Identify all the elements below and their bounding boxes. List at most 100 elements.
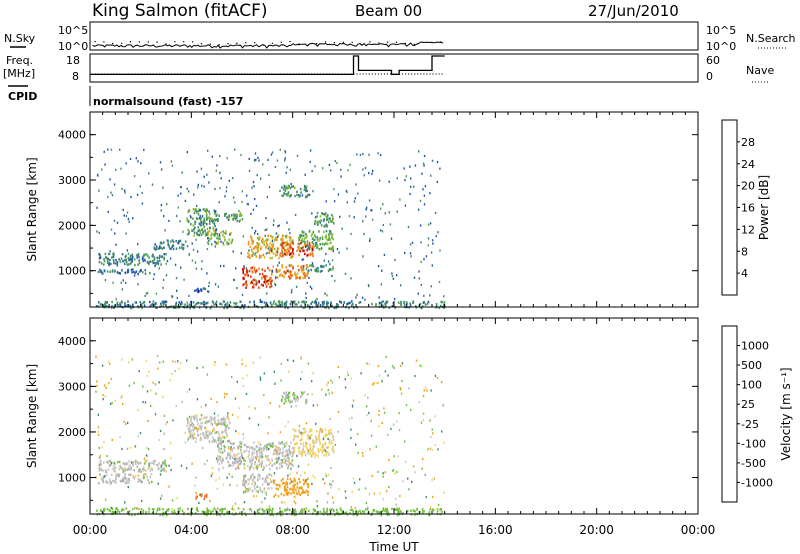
power-panel-noise-cell — [175, 214, 178, 218]
power-panel-noise-cell — [254, 253, 256, 256]
velocity-panel-cell — [105, 473, 108, 476]
velocity-panel-noise-cell — [330, 483, 333, 486]
power-panel-cell — [194, 226, 196, 229]
velocity-panel-noise-cell — [121, 447, 123, 451]
velocity-panel-cell — [298, 449, 300, 453]
power-panel-cell — [258, 280, 260, 284]
velocity-panel-cell — [269, 513, 271, 517]
velocity-panel-cell — [248, 489, 250, 492]
velocity-panel-cell — [257, 475, 260, 478]
velocity-panel-cell — [242, 508, 245, 511]
power-panel-cell — [214, 224, 216, 228]
velocity-panel-cell — [196, 419, 198, 422]
velocity-panel-cell — [284, 486, 286, 489]
power-panel-noise-cell — [262, 163, 264, 166]
velocity-panel-cell — [245, 449, 248, 452]
velocity-panel-cell — [366, 508, 369, 511]
power-panel-cell — [265, 285, 268, 288]
power-panel-cell — [284, 189, 287, 193]
velocity-panel-cell — [305, 398, 308, 402]
power-panel-noise-cell — [228, 179, 230, 182]
velocity-panel-cell — [281, 510, 284, 514]
power-panel-cell — [227, 242, 229, 245]
velocity-panel-cell — [259, 507, 261, 511]
velocity-panel-noise-cell — [174, 360, 176, 363]
power-panel-cell — [234, 217, 237, 221]
power-panel-noise-cell — [356, 293, 358, 296]
velocity-panel-cell — [117, 473, 120, 476]
velocity-panel-cell — [205, 493, 208, 496]
power-panel-cell — [141, 306, 143, 310]
power-panel-noise-cell — [283, 184, 285, 187]
velocity-panel-cell — [126, 479, 129, 482]
velocity-panel-cell — [268, 458, 270, 462]
velocity-panel-cell — [228, 453, 230, 457]
velocity-panel-cell — [213, 428, 216, 431]
velocity-panel-noise-cell — [103, 440, 105, 444]
power-panel-noise-cell — [321, 269, 323, 273]
velocity-panel-cell — [174, 511, 176, 515]
power-panel-cell — [307, 246, 310, 250]
velocity-panel-noise-cell — [210, 397, 212, 400]
power-panel-cell — [301, 230, 304, 233]
velocity-panel-cell — [213, 421, 216, 425]
velocity-panel-cell — [317, 454, 319, 458]
velocity-panel-noise-cell — [159, 473, 162, 476]
velocity-panel-cell — [122, 479, 125, 483]
velocity-panel-cell — [259, 489, 262, 492]
power-panel-cell — [304, 184, 306, 188]
power-panel-cell — [101, 271, 103, 275]
velocity-panel-cell — [322, 444, 325, 447]
power-panel-noise-cell — [329, 263, 331, 266]
velocity-panel-cell — [189, 433, 192, 436]
power-panel-noise-cell — [208, 239, 210, 243]
velocity-panel-cell — [419, 511, 421, 514]
velocity-panel-cell — [340, 509, 342, 512]
power-panel-cell — [97, 270, 100, 274]
power-panel-cell — [267, 244, 269, 247]
velocity-panel-noise-cell — [102, 475, 105, 479]
power-panel-cell — [259, 256, 261, 259]
power-panel-noise-cell — [219, 265, 222, 268]
power-panel-noise-cell — [286, 221, 288, 224]
velocity-panel-cell — [277, 448, 280, 451]
velocity-panel-noise-cell — [324, 449, 327, 452]
power-panel-cell — [244, 304, 246, 307]
velocity-panel-cell — [240, 445, 242, 449]
velocity-panel-noise-cell — [334, 443, 336, 446]
power-panel-cell — [242, 271, 245, 275]
power-panel-cell — [329, 241, 332, 245]
velocity-panel-noise-cell — [421, 365, 423, 368]
velocity-panel-cell — [328, 433, 331, 436]
velocity-panel-cell — [151, 468, 153, 471]
power-panel-cell — [245, 280, 248, 283]
velocity-panel-cell — [211, 436, 214, 439]
power-panel-noise-cell — [133, 274, 136, 277]
power-panel-cell — [205, 232, 207, 235]
velocity-panel-cell — [123, 478, 125, 481]
velocity-panel-noise-cell — [206, 373, 209, 376]
power-panel-cell — [313, 233, 316, 237]
power-panel-cell — [163, 300, 166, 303]
power-panel-noise-cell — [107, 195, 109, 199]
power-panel-noise-cell — [265, 252, 268, 255]
nsearch-dot — [387, 41, 389, 43]
power-panel-cell — [103, 258, 105, 261]
power-panel-cell — [160, 302, 162, 305]
velocity-panel-cell — [310, 429, 313, 432]
power-panel-cell — [247, 242, 250, 246]
power-panel-cell — [310, 302, 313, 305]
power-panel-noise-cell — [141, 191, 143, 195]
power-panel-cell — [247, 255, 249, 259]
power-panel-noise-cell — [366, 206, 368, 209]
velocity-panel-noise-cell — [325, 474, 328, 478]
velocity-panel-cell — [132, 463, 134, 467]
power-panel-noise-cell — [210, 219, 213, 223]
velocity-panel-noise-cell — [293, 500, 295, 503]
velocity-panel-cell — [251, 451, 254, 454]
velocity-panel-noise-cell — [124, 501, 126, 504]
power-panel-noise-cell — [123, 189, 126, 192]
velocity-panel-noise-cell — [379, 492, 381, 495]
power-panel-cell — [299, 233, 301, 237]
power-panel-cell — [302, 268, 305, 272]
